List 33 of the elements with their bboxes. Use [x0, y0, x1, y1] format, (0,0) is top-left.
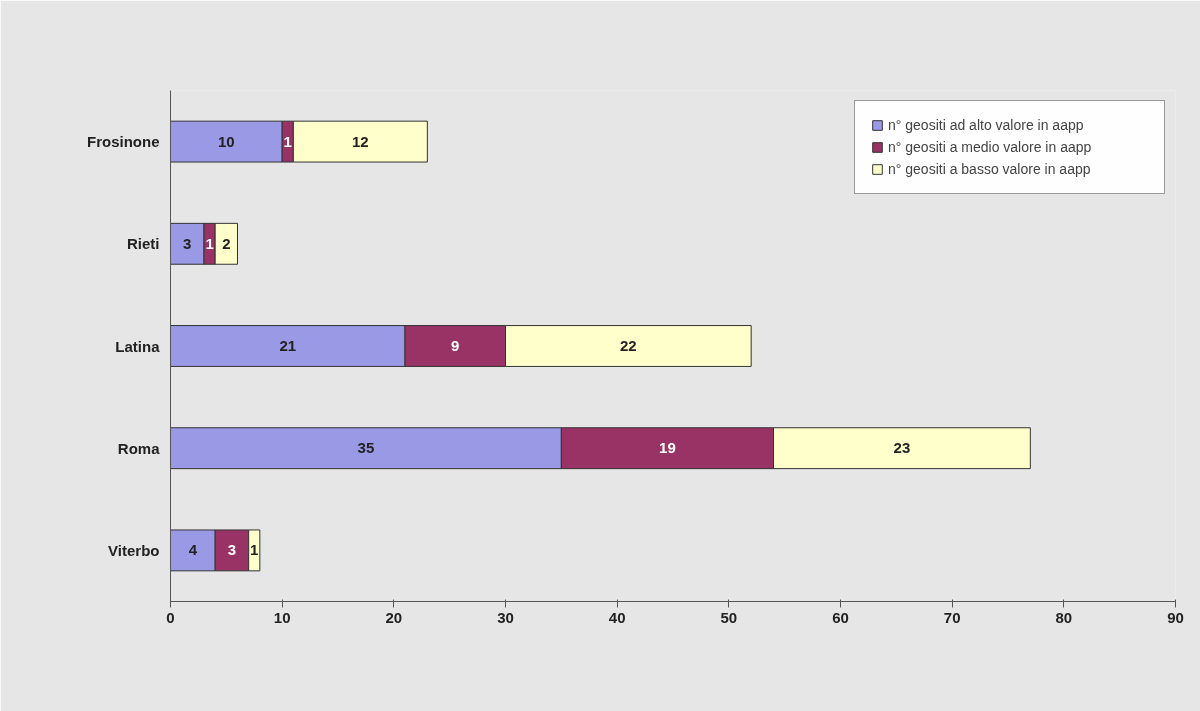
data-label: 1	[205, 234, 214, 252]
legend-label: n° geositi a medio valore in aapp	[888, 139, 1093, 155]
x-tick-label: 10	[273, 608, 291, 626]
x-tick-label: 70	[943, 608, 961, 626]
data-label: 22	[619, 337, 637, 354]
data-label: 35	[357, 439, 375, 457]
x-tick-label: 20	[385, 608, 403, 626]
data-label: 3	[227, 541, 237, 559]
x-tick-label: 40	[608, 608, 626, 626]
x-tick-label: 60	[832, 608, 849, 626]
data-label: 9	[451, 337, 460, 354]
data-label: 4	[188, 541, 198, 559]
legend-label: n° geositi a basso valore in aapp	[888, 161, 1092, 177]
data-label: 12	[351, 132, 369, 150]
data-label: 10	[217, 132, 235, 150]
data-label: 1	[283, 132, 292, 150]
x-tick-label: 50	[720, 608, 738, 626]
data-label: 1	[250, 541, 259, 559]
data-label: 21	[279, 337, 297, 354]
data-label: 3	[183, 234, 192, 252]
data-label: 2	[222, 234, 231, 252]
x-tick-label: 80	[1055, 608, 1073, 626]
y-tick-label: Latina	[115, 337, 161, 355]
x-tick-label: 0	[166, 608, 175, 626]
x-tick-label: 30	[497, 608, 514, 626]
legend-label: n° geositi ad alto valore in aapp	[888, 117, 1085, 133]
y-tick-label: Roma	[117, 439, 161, 457]
y-tick-label: Frosinone	[87, 133, 160, 151]
x-tick-label: 90	[1167, 608, 1184, 626]
data-label: 19	[659, 439, 676, 457]
data-label: 23	[893, 439, 911, 457]
y-tick-label: Rieti	[127, 235, 160, 253]
y-tick-label: Viterbo	[108, 541, 160, 559]
